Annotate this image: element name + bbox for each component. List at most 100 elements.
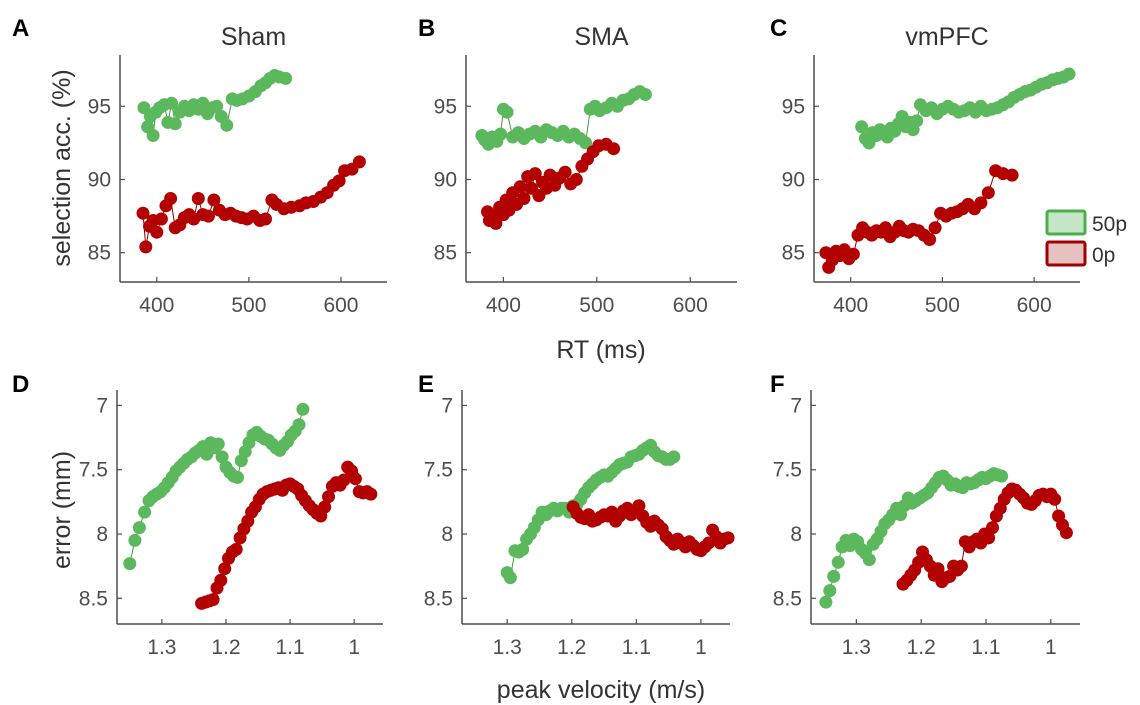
x-tick-label: 400 <box>833 294 868 317</box>
y-tick-label: 8.5 <box>424 587 453 610</box>
x-tick-label: 1.2 <box>907 636 936 659</box>
x-tick-label: 1.3 <box>842 636 871 659</box>
y-tick-label: 95 <box>434 95 457 118</box>
x-tick-label: 400 <box>139 294 174 317</box>
data-point-green <box>215 450 229 464</box>
x-tick-label: 1.3 <box>147 636 176 659</box>
data-point-red <box>1048 492 1062 506</box>
data-point-green <box>296 402 310 416</box>
data-point-green <box>168 117 182 131</box>
series-green <box>137 69 293 142</box>
x-tick-label: 1.1 <box>275 636 304 659</box>
y-tick-label: 7 <box>441 394 453 417</box>
legend-label-50p: 50p <box>1092 213 1127 236</box>
data-point-red <box>928 221 942 235</box>
y-tick-label: 8.5 <box>79 587 108 610</box>
series-red <box>566 499 735 558</box>
panel-title: SMA <box>574 23 629 51</box>
x-tick-label: 1 <box>695 636 707 659</box>
data-point-green <box>128 533 142 547</box>
data-point-red <box>214 573 228 587</box>
data-point-green <box>220 118 234 132</box>
x-tick-label: 1 <box>1045 636 1057 659</box>
data-point-green <box>1062 67 1076 81</box>
legend-label-0p: 0p <box>1092 244 1115 267</box>
data-point-green <box>132 521 146 535</box>
data-point-green <box>819 595 833 609</box>
panel-letter: B <box>418 15 435 42</box>
data-point-green <box>831 555 845 569</box>
data-point-green <box>638 88 652 101</box>
data-point-red <box>632 499 646 513</box>
data-point-red <box>364 487 378 501</box>
data-point-red <box>981 186 995 200</box>
data-point-green <box>123 557 137 571</box>
x-tick-label: 1.1 <box>971 636 1000 659</box>
data-point-red <box>846 247 860 261</box>
legend: 50p 0p <box>1045 209 1127 267</box>
legend-swatch-50p <box>1045 209 1087 236</box>
x-tick-label: 600 <box>323 294 358 317</box>
y-tick-label: 8 <box>96 523 108 546</box>
x-tick-label: 1 <box>348 636 360 659</box>
data-point-red <box>218 562 232 576</box>
data-point-green <box>910 114 924 128</box>
row1-xlabel: RT (ms) <box>556 336 645 364</box>
row1-ylabel: selection acc. (%) <box>48 69 76 266</box>
data-point-red <box>489 216 503 230</box>
data-point-red <box>150 225 164 239</box>
series-green <box>123 402 310 571</box>
data-point-green <box>211 437 225 451</box>
panel-f: F 1.3 1.2 1.1 1 7 7.5 8 8.5 <box>770 371 1080 659</box>
data-point-green <box>862 553 876 567</box>
data-point-red <box>974 196 988 210</box>
panel-title: Sham <box>221 23 286 51</box>
data-point-red <box>332 174 346 188</box>
data-point-green <box>855 120 869 134</box>
data-point-green <box>667 450 681 464</box>
data-point-red <box>136 206 150 220</box>
panel-letter: E <box>418 371 434 398</box>
data-point-green <box>579 136 593 150</box>
y-tick-label: 85 <box>782 242 805 265</box>
data-point-red <box>1059 526 1073 540</box>
data-point-green <box>995 469 1009 483</box>
y-tick-label: 7.5 <box>773 459 802 482</box>
data-point-green <box>500 105 514 119</box>
series-red <box>195 460 378 610</box>
y-tick-label: 85 <box>88 242 111 265</box>
data-point-red <box>721 531 735 545</box>
x-tick-label: 600 <box>1017 294 1052 317</box>
data-point-green <box>146 129 160 142</box>
data-point-red <box>1005 168 1019 182</box>
x-tick-label: 500 <box>579 294 614 317</box>
y-tick-label: 95 <box>88 95 111 118</box>
y-tick-label: 90 <box>434 168 457 191</box>
data-point-green <box>823 584 837 598</box>
data-point-red <box>139 240 153 254</box>
data-point-red <box>923 233 937 246</box>
panel-a: A Sham 400 500 600 85 90 95 <box>12 15 387 317</box>
series-red <box>481 137 621 230</box>
data-point-red <box>201 209 215 223</box>
y-tick-label: 85 <box>434 242 457 265</box>
data-point-green <box>279 71 293 85</box>
data-point-red <box>982 531 996 545</box>
series-green <box>855 67 1076 150</box>
x-tick-label: 1.3 <box>493 636 522 659</box>
data-point-red <box>206 593 220 607</box>
data-point-green <box>494 127 508 141</box>
data-point-red <box>337 473 351 487</box>
data-point-red <box>259 212 272 226</box>
panel-title: vmPFC <box>905 23 988 51</box>
series-green <box>819 467 1009 609</box>
series-red <box>819 164 1019 274</box>
data-point-red <box>318 500 332 514</box>
y-tick-label: 90 <box>88 168 111 191</box>
series-red <box>896 482 1073 591</box>
y-tick-label: 8 <box>441 523 453 546</box>
data-point-red <box>348 472 362 486</box>
data-point-green <box>503 571 517 585</box>
